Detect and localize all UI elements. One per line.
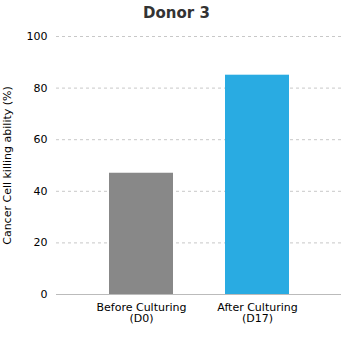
- svg-text:80: 80: [34, 82, 48, 95]
- svg-text:Cancer Cell killing ability (%: Cancer Cell killing ability (%): [1, 86, 14, 245]
- svg-text:60: 60: [34, 133, 48, 146]
- html-text:Donor 3: Donor 3: [143, 4, 210, 22]
- svg-text:100: 100: [27, 30, 48, 43]
- svg-text:Before Culturing(D0): Before Culturing(D0): [97, 301, 187, 325]
- svg-text:0: 0: [41, 288, 48, 301]
- svg-text:20: 20: [34, 236, 48, 249]
- svg-text:40: 40: [34, 185, 48, 198]
- svg-text:After Culturing(D17): After Culturing(D17): [217, 301, 297, 325]
